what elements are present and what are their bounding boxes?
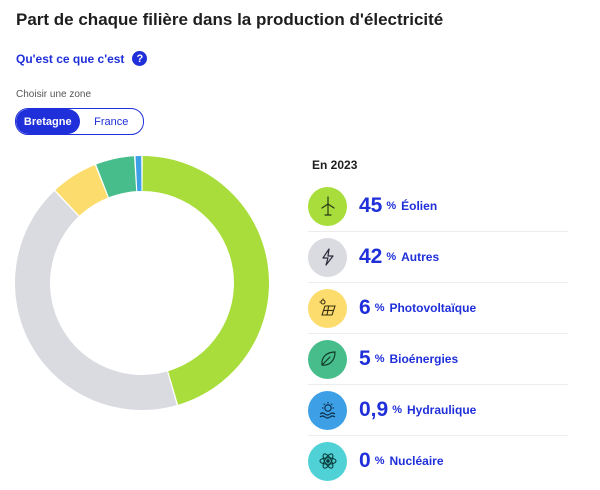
zone-option-bretagne[interactable]: Bretagne xyxy=(16,109,80,134)
legend-swatch-autres xyxy=(308,237,347,277)
zone-toggle[interactable]: Bretagne France xyxy=(15,108,144,135)
legend-item-hydraulique: 0,9 % Hydraulique xyxy=(308,385,568,436)
water-wave-icon xyxy=(319,402,335,419)
legend-label-autres: Autres xyxy=(401,250,440,264)
legend-value-photovoltaique: 6 xyxy=(359,296,371,319)
legend-value-bioenergies: 5 xyxy=(359,347,371,370)
lightning-icon xyxy=(321,248,334,266)
legend-swatch-bioenergies xyxy=(308,339,347,379)
page-title: Part de chaque filière dans la productio… xyxy=(16,10,444,29)
legend-item-eolien: 45 % Éolien xyxy=(308,181,568,232)
atom-icon xyxy=(318,453,337,469)
legend-unit-photovoltaique: % xyxy=(374,302,385,314)
legend-label-eolien: Éolien xyxy=(401,199,438,213)
donut-chart xyxy=(15,156,270,410)
donut-slice-eolien xyxy=(142,156,270,405)
legend-item-bioenergies: 5 % Bioénergies xyxy=(308,334,568,385)
chart-legend: 45 % Éolien 42 % Autres xyxy=(308,181,568,486)
legend-unit-autres: % xyxy=(386,251,397,263)
legend-swatch-photovoltaique xyxy=(308,288,347,328)
donut-slice-autres xyxy=(15,191,177,410)
legend-item-nucleaire: 0 % Nucléaire xyxy=(308,436,568,486)
legend-unit-eolien: % xyxy=(386,200,397,212)
legend-label-hydraulique: Hydraulique xyxy=(406,403,477,417)
wind-turbine-icon xyxy=(320,196,335,216)
legend-swatch-hydraulique xyxy=(308,390,347,430)
donut-slice-photovoltaique xyxy=(55,165,108,216)
question-icon[interactable]: ? xyxy=(132,51,148,66)
solar-panel-icon xyxy=(319,298,336,316)
legend-item-photovoltaique: 6 % Photovoltaïque xyxy=(308,283,568,334)
year-label: En 2023 xyxy=(312,158,358,172)
help-link-text[interactable]: Qu'est ce que c'est xyxy=(16,51,125,66)
help-link[interactable]: Qu'est ce que c'est ? xyxy=(16,51,148,66)
legend-unit-hydraulique: % xyxy=(392,404,402,416)
legend-swatch-eolien xyxy=(308,186,347,226)
legend-unit-nucleaire: % xyxy=(374,455,385,467)
legend-label-nucleaire: Nucléaire xyxy=(389,454,444,468)
donut-slice-bioenergies xyxy=(96,156,137,198)
legend-value-hydraulique: 0,9 xyxy=(359,398,389,421)
legend-label-bioenergies: Bioénergies xyxy=(389,352,459,366)
leaf-icon xyxy=(320,351,336,366)
legend-label-photovoltaique: Photovoltaïque xyxy=(389,301,477,315)
zone-label: Choisir une zone xyxy=(16,89,92,100)
legend-unit-bioenergies: % xyxy=(374,353,385,365)
legend-value-autres: 42 xyxy=(359,245,383,268)
zone-option-france[interactable]: France xyxy=(94,115,129,128)
legend-value-nucleaire: 0 xyxy=(359,449,371,472)
legend-item-autres: 42 % Autres xyxy=(308,232,568,283)
legend-swatch-nucleaire xyxy=(308,441,347,481)
legend-value-eolien: 45 xyxy=(359,194,383,217)
donut-slice-hydraulique xyxy=(135,156,142,192)
